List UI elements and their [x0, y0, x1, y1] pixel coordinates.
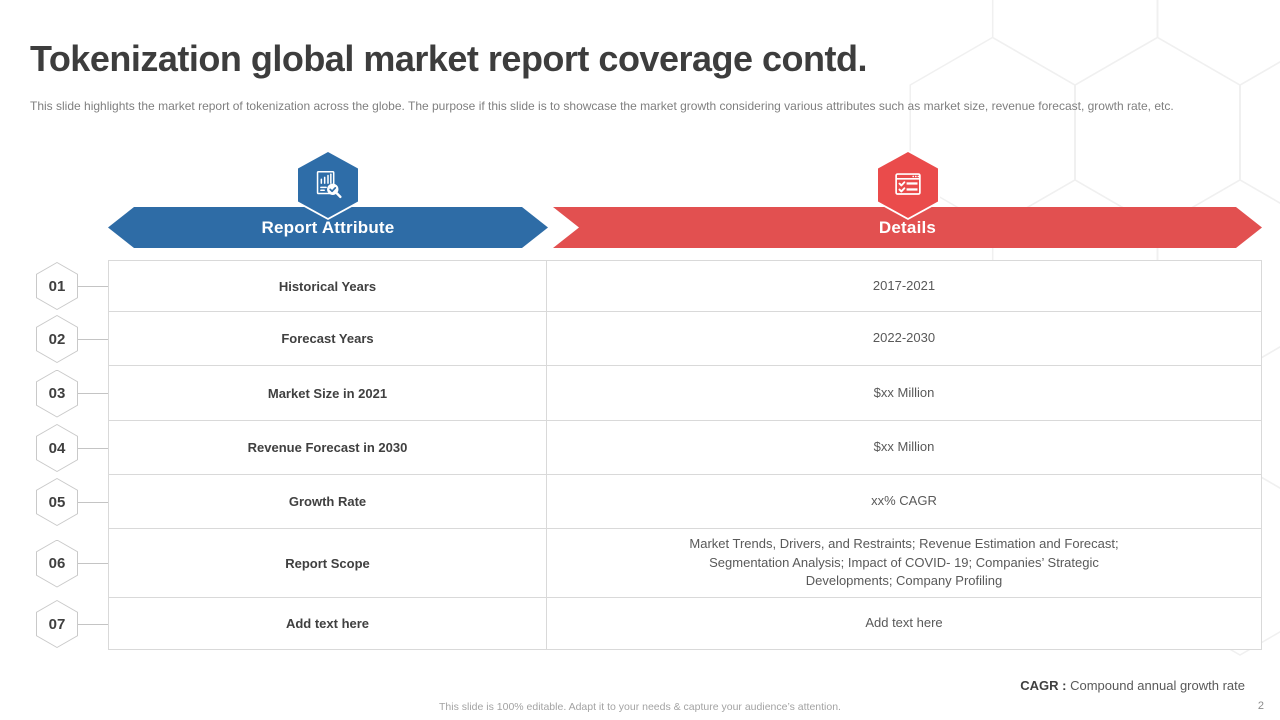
checklist-icon	[895, 173, 921, 195]
attribute-cell[interactable]: Add text here	[108, 598, 547, 650]
row-number-hexagon: 06	[36, 539, 78, 588]
row-number-area: 06	[36, 529, 108, 598]
row-number: 06	[37, 540, 77, 587]
details-text: $xx Million	[873, 439, 935, 455]
row-number-hexagon: 05	[36, 478, 78, 526]
row-number: 03	[37, 370, 77, 417]
attribute-cell: Revenue Forecast in 2030	[108, 421, 547, 475]
row-connector-line	[78, 501, 108, 503]
table-row: 07 Add text here Add text here	[36, 598, 1262, 650]
attribute-cell: Growth Rate	[108, 475, 547, 529]
row-number: 05	[37, 479, 77, 525]
details-text: xx% CAGR	[871, 493, 937, 509]
row-connector-line	[78, 393, 108, 394]
table-row: 04 Revenue Forecast in 2030 $xx Million	[36, 421, 1262, 475]
row-number: 04	[37, 425, 77, 471]
table-row: 01 Historical Years 2017-2021	[36, 260, 1262, 312]
attribute-cell: Historical Years	[108, 260, 547, 312]
details-header-label: Details	[878, 217, 937, 237]
slide-title: Tokenization global market report covera…	[30, 38, 868, 79]
row-connector-line	[78, 285, 108, 287]
details-cell: $xx Million	[547, 421, 1262, 475]
details-text: Market Trends, Drivers, and Restraints; …	[689, 535, 1119, 589]
row-number-area: 05	[36, 475, 108, 529]
details-cell: Market Trends, Drivers, and Restraints; …	[547, 529, 1262, 598]
details-cell: xx% CAGR	[547, 475, 1262, 529]
row-number-area: 03	[36, 366, 108, 421]
row-number-hexagon: 02	[36, 315, 78, 363]
row-number-hexagon: 07	[36, 600, 78, 648]
table-row: 06 Report Scope Market Trends, Drivers, …	[36, 529, 1262, 598]
table-row: 05 Growth Rate xx% CAGR	[36, 475, 1262, 529]
row-connector-line	[78, 338, 108, 340]
details-cell: Add text here	[547, 598, 1262, 650]
row-number: 02	[37, 316, 77, 362]
row-number-hexagon: 01	[36, 262, 78, 310]
row-connector-line	[78, 623, 108, 625]
details-text: 2017-2021	[872, 277, 936, 293]
row-number-area: 04	[36, 421, 108, 475]
page-number: 2	[1257, 700, 1264, 712]
row-connector-line	[78, 447, 108, 449]
report-attribute-header-label: Report Attribute	[261, 217, 395, 237]
details-cell: $xx Million	[547, 366, 1262, 421]
row-number-hexagon: 03	[36, 369, 78, 418]
report-analysis-icon	[316, 170, 342, 199]
details-text[interactable]: Add text here	[865, 615, 943, 631]
cagr-footnote-text: Compound annual growth rate	[1066, 678, 1245, 693]
attribute-details-table: 01 Historical Years 2017-2021 02 Forecas…	[36, 260, 1262, 650]
row-number-area: 02	[36, 312, 108, 366]
attribute-cell: Forecast Years	[108, 312, 547, 366]
table-row: 03 Market Size in 2021 $xx Million	[36, 366, 1262, 421]
row-number-hexagon: 04	[36, 424, 78, 472]
details-cell: 2022-2030	[547, 312, 1262, 366]
details-cell: 2017-2021	[547, 260, 1262, 312]
attribute-cell: Report Scope	[108, 529, 547, 598]
editable-footer-note: This slide is 100% editable. Adapt it to…	[439, 701, 841, 713]
row-number-area: 01	[36, 260, 108, 312]
details-text: $xx Million	[873, 384, 935, 400]
row-connector-line	[78, 563, 108, 564]
cagr-footnote: CAGR : Compound annual growth rate	[1020, 678, 1245, 693]
attribute-cell: Market Size in 2021	[108, 366, 547, 421]
slide-subtitle: This slide highlights the market report …	[30, 99, 1174, 113]
row-number: 01	[37, 263, 77, 309]
details-text: 2022-2030	[872, 330, 936, 346]
row-number-area: 07	[36, 598, 108, 650]
cagr-footnote-label: CAGR :	[1020, 678, 1067, 693]
row-number: 07	[37, 601, 77, 647]
table-row: 02 Forecast Years 2022-2030	[36, 312, 1262, 366]
